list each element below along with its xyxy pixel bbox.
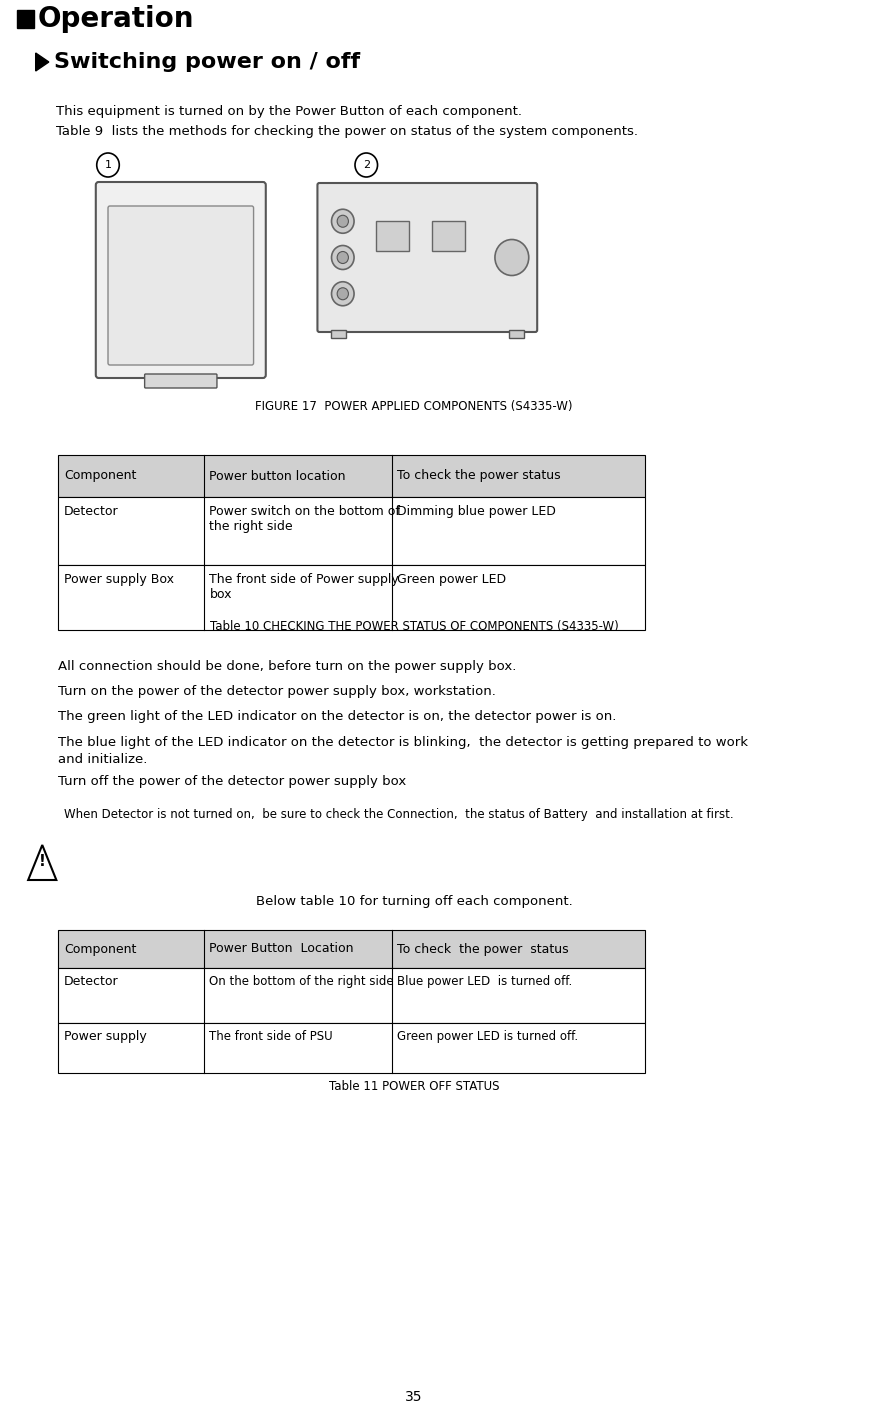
Text: Table 10 CHECKING THE POWER STATUS OF COMPONENTS (S4335-W): Table 10 CHECKING THE POWER STATUS OF CO… — [210, 619, 619, 634]
Text: On the bottom of the right side: On the bottom of the right side — [209, 975, 394, 988]
Text: 2: 2 — [363, 159, 370, 169]
FancyBboxPatch shape — [317, 184, 537, 332]
Polygon shape — [28, 844, 57, 880]
Text: All connection should be done, before turn on the power supply box.: All connection should be done, before tu… — [58, 659, 517, 674]
Bar — [509, 330, 524, 337]
Bar — [58, 930, 645, 968]
Circle shape — [331, 209, 354, 234]
Text: Blue power LED  is turned off.: Blue power LED is turned off. — [397, 975, 572, 988]
Text: Power switch on the bottom of
the right side: Power switch on the bottom of the right … — [209, 506, 400, 533]
Circle shape — [337, 252, 349, 263]
Text: FIGURE 17  POWER APPLIED COMPONENTS (S4335-W): FIGURE 17 POWER APPLIED COMPONENTS (S433… — [255, 400, 573, 413]
Text: To check the power status: To check the power status — [397, 470, 561, 483]
Text: Power Button  Location: Power Button Location — [209, 943, 354, 956]
Bar — [432, 221, 464, 251]
FancyBboxPatch shape — [108, 206, 253, 365]
Text: The front side of Power supply
box: The front side of Power supply box — [209, 572, 399, 601]
Text: Table 11 POWER OFF STATUS: Table 11 POWER OFF STATUS — [329, 1079, 500, 1094]
Bar — [58, 497, 645, 565]
Text: The blue light of the LED indicator on the detector is blinking,  the detector i: The blue light of the LED indicator on t… — [58, 736, 748, 766]
Text: To check  the power  status: To check the power status — [397, 943, 569, 956]
Text: Component: Component — [64, 943, 136, 956]
Bar — [58, 565, 645, 629]
Circle shape — [97, 152, 119, 177]
Bar — [17, 10, 34, 28]
Text: When Detector is not turned on,  be sure to check the Connection,  the status of: When Detector is not turned on, be sure … — [64, 807, 734, 822]
Text: Green power LED is turned off.: Green power LED is turned off. — [397, 1030, 578, 1042]
Bar — [58, 456, 645, 497]
Text: 35: 35 — [405, 1390, 423, 1404]
Text: This equipment is turned on by the Power Button of each component.: This equipment is turned on by the Power… — [57, 105, 523, 118]
Text: The front side of PSU: The front side of PSU — [209, 1030, 333, 1042]
Circle shape — [337, 288, 349, 299]
Bar — [58, 968, 645, 1022]
Circle shape — [337, 215, 349, 228]
Text: Component: Component — [64, 470, 136, 483]
Circle shape — [355, 152, 378, 177]
Bar — [375, 221, 409, 251]
Text: !: ! — [39, 853, 46, 869]
Text: Detector: Detector — [64, 506, 118, 518]
Text: Turn on the power of the detector power supply box, workstation.: Turn on the power of the detector power … — [58, 685, 496, 698]
Text: Table 9  lists the methods for checking the power on status of the system compon: Table 9 lists the methods for checking t… — [57, 125, 638, 138]
Text: Green power LED: Green power LED — [397, 572, 506, 587]
FancyBboxPatch shape — [145, 375, 217, 387]
Text: Detector: Detector — [64, 975, 118, 988]
Text: The green light of the LED indicator on the detector is on, the detector power i: The green light of the LED indicator on … — [58, 711, 616, 723]
Circle shape — [331, 245, 354, 269]
Text: Power button location: Power button location — [209, 470, 346, 483]
Text: Below table 10 for turning off each component.: Below table 10 for turning off each comp… — [256, 896, 572, 909]
Text: Power supply: Power supply — [64, 1030, 147, 1042]
Circle shape — [495, 239, 529, 275]
Text: Switching power on / off: Switching power on / off — [55, 53, 360, 73]
Text: 1: 1 — [104, 159, 111, 169]
Bar — [330, 330, 345, 337]
Polygon shape — [35, 53, 49, 71]
Text: Operation: Operation — [38, 6, 194, 33]
FancyBboxPatch shape — [95, 182, 266, 377]
Text: Dimming blue power LED: Dimming blue power LED — [397, 506, 556, 518]
Circle shape — [331, 282, 354, 306]
Text: Power supply Box: Power supply Box — [64, 572, 174, 587]
Text: Turn off the power of the detector power supply box: Turn off the power of the detector power… — [58, 775, 406, 787]
Bar — [58, 1022, 645, 1074]
